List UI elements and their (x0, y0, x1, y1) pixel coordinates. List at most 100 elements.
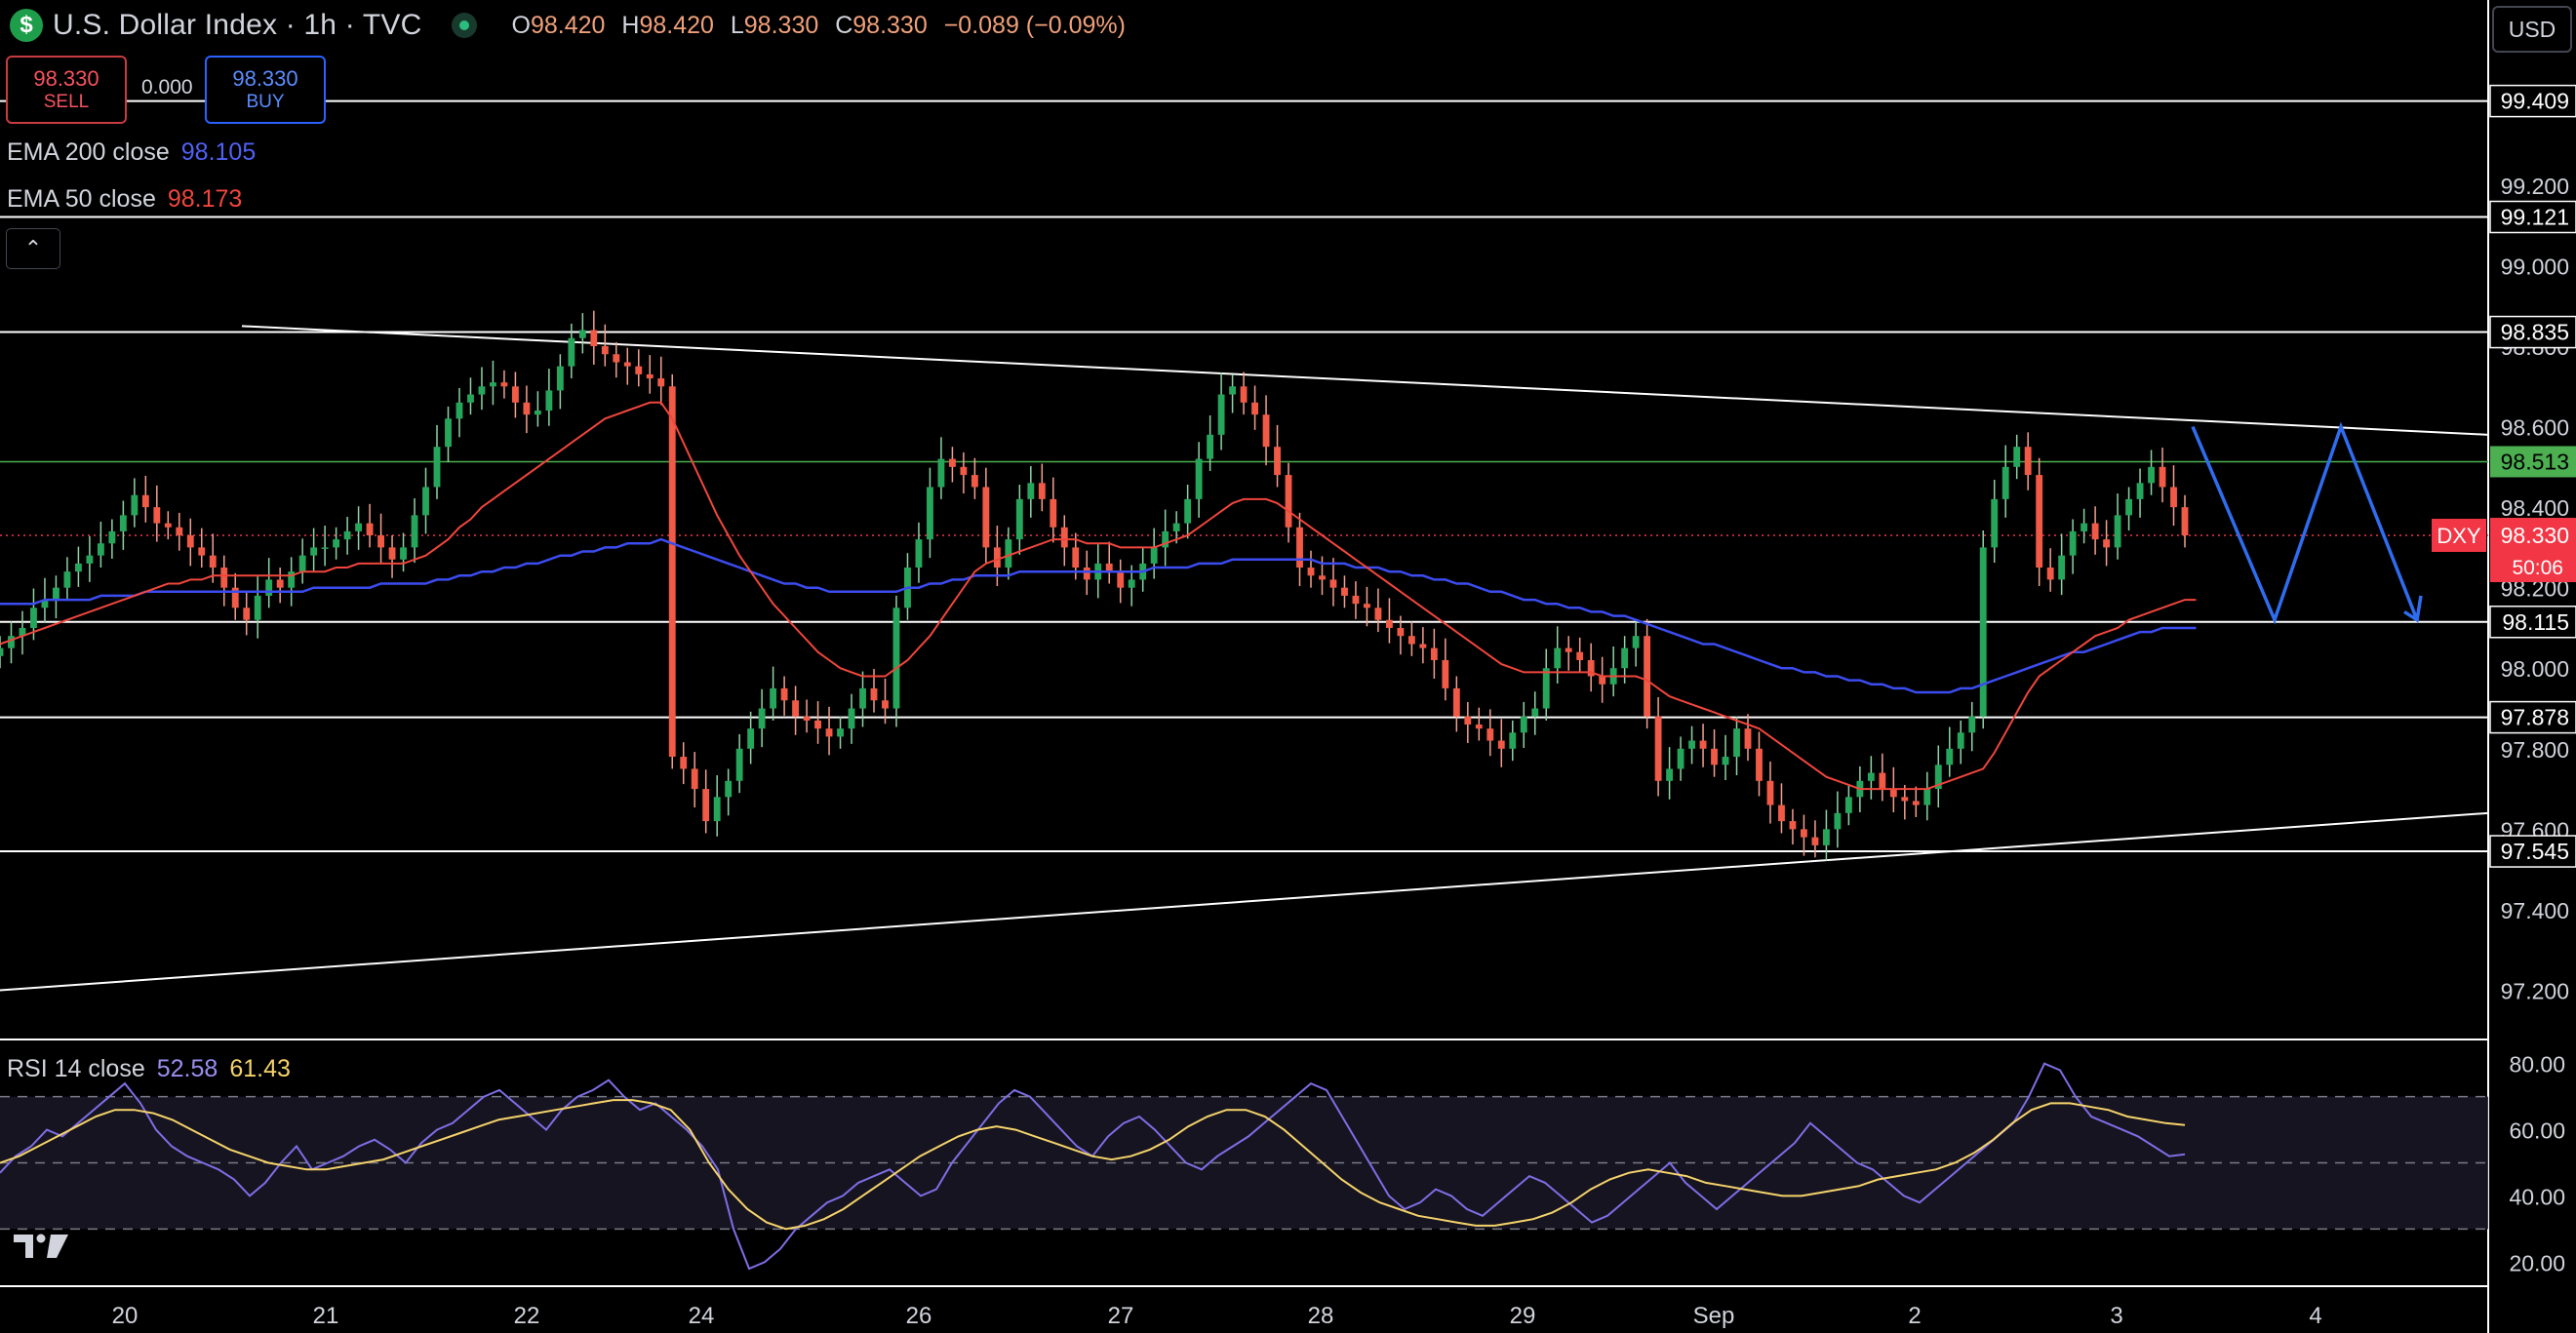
sell-price: 98.330 (33, 66, 99, 91)
candle-body (1083, 568, 1090, 580)
candle-body (1632, 636, 1640, 648)
candle-body (2103, 539, 2111, 548)
price-tick-label: 98.600 (2501, 415, 2569, 441)
chevron-up-icon: ⌃ (23, 236, 43, 260)
candle-body (1341, 587, 1348, 596)
candle-body (1319, 575, 1326, 580)
candle-body (153, 507, 161, 524)
candle-body (467, 394, 474, 403)
candle-body (1150, 547, 1158, 564)
price-tick-label: 99.200 (2501, 174, 2569, 199)
sell-button[interactable]: 98.330 SELL (6, 56, 127, 124)
candle-body (1756, 748, 1763, 781)
candle-body (433, 447, 441, 488)
candle-body (1117, 571, 1125, 588)
candle-body (231, 587, 239, 608)
candle-body (993, 547, 1001, 568)
candle-body (1946, 748, 1954, 765)
candle-body (186, 535, 194, 548)
open-value: 98.420 (530, 11, 606, 39)
candle-body (2148, 466, 2155, 484)
symbol-title[interactable]: U.S. Dollar Index · 1h · TVC (53, 9, 422, 41)
time-tick-label: 20 (112, 1303, 139, 1329)
collapse-legend-button[interactable]: ⌃ (6, 228, 60, 269)
candle-body (53, 587, 59, 601)
candle-body (635, 366, 643, 374)
candle-body (343, 530, 351, 540)
level-label-box (2490, 446, 2576, 478)
candle-body (702, 789, 710, 822)
ema50-line (0, 401, 2197, 791)
rsi-ma-line (0, 1099, 2186, 1231)
candle-body (915, 539, 923, 568)
currency-selector[interactable]: USD (2492, 6, 2572, 53)
candle-body (176, 527, 183, 536)
candle-body (422, 487, 429, 516)
current-price-label: 98.330 (2501, 523, 2569, 548)
candle-body (2125, 498, 2132, 516)
candle-body (713, 797, 721, 822)
candle-body (668, 386, 676, 758)
level-label-box (2489, 84, 2576, 118)
candle-body (2024, 447, 2032, 476)
ema200-legend[interactable]: EMA 200 close 98.105 (7, 138, 257, 166)
candle-body (859, 687, 866, 709)
level-label: 98.115 (2502, 609, 2569, 635)
candle-body (41, 600, 49, 608)
chart-header: $ U.S. Dollar Index · 1h · TVC O98.420 H… (0, 0, 1126, 51)
candle-body (1015, 498, 1023, 540)
candle-body (1677, 748, 1684, 769)
candle-body (1531, 708, 1539, 717)
candle-body (1576, 651, 1584, 660)
candle-body (1789, 821, 1797, 830)
candle-body (1497, 740, 1505, 749)
candle-body (1407, 636, 1415, 645)
candle-body (209, 555, 217, 568)
candle-body (1184, 498, 1192, 524)
candle-body (298, 555, 306, 572)
candle-body (1879, 772, 1886, 790)
candle-body (937, 458, 945, 488)
candle-body (1901, 797, 1909, 802)
candle-body (927, 487, 933, 540)
candle-body (1587, 659, 1595, 677)
candle-body (1060, 527, 1068, 548)
candle-body (1296, 527, 1303, 568)
candle-body (1274, 447, 1281, 476)
time-tick-label: Sep (1693, 1303, 1735, 1329)
price-tick-label: 97.800 (2501, 737, 2569, 763)
projection-arrow-icon (2403, 595, 2423, 623)
candle-body (1352, 595, 1360, 605)
candle-body (1128, 579, 1135, 588)
rsi-legend[interactable]: RSI 14 close 52.58 61.43 (7, 1055, 291, 1082)
candle-body (1979, 547, 1987, 717)
candle-body (2114, 515, 2121, 548)
candle-body (1509, 732, 1517, 749)
candle-body (1207, 434, 1214, 459)
candle-body (1050, 498, 1057, 528)
ema200-line (0, 537, 2197, 694)
buy-label: BUY (246, 92, 285, 112)
candle-body (400, 547, 407, 560)
candle-body (445, 418, 452, 448)
candle-body (892, 608, 900, 709)
level-label-box (2489, 315, 2576, 349)
candle-body (971, 475, 978, 488)
candle-body (1867, 772, 1875, 781)
ema50-legend[interactable]: EMA 50 close 98.173 (7, 185, 243, 213)
level-label-box (2489, 200, 2576, 234)
candle-body (1621, 647, 1629, 669)
time-tick-label: 28 (1308, 1303, 1334, 1329)
candle-body (758, 708, 766, 729)
level-label: 97.545 (2501, 839, 2569, 864)
candle-body (601, 346, 609, 355)
candle-body (882, 700, 889, 709)
candle-body (1811, 837, 1819, 845)
candle-body (198, 547, 206, 556)
buy-button[interactable]: 98.330 BUY (205, 56, 326, 124)
price-area (0, 0, 2489, 1333)
candle-body (276, 579, 284, 588)
candle-body (1644, 636, 1651, 717)
candle-body (814, 720, 821, 729)
